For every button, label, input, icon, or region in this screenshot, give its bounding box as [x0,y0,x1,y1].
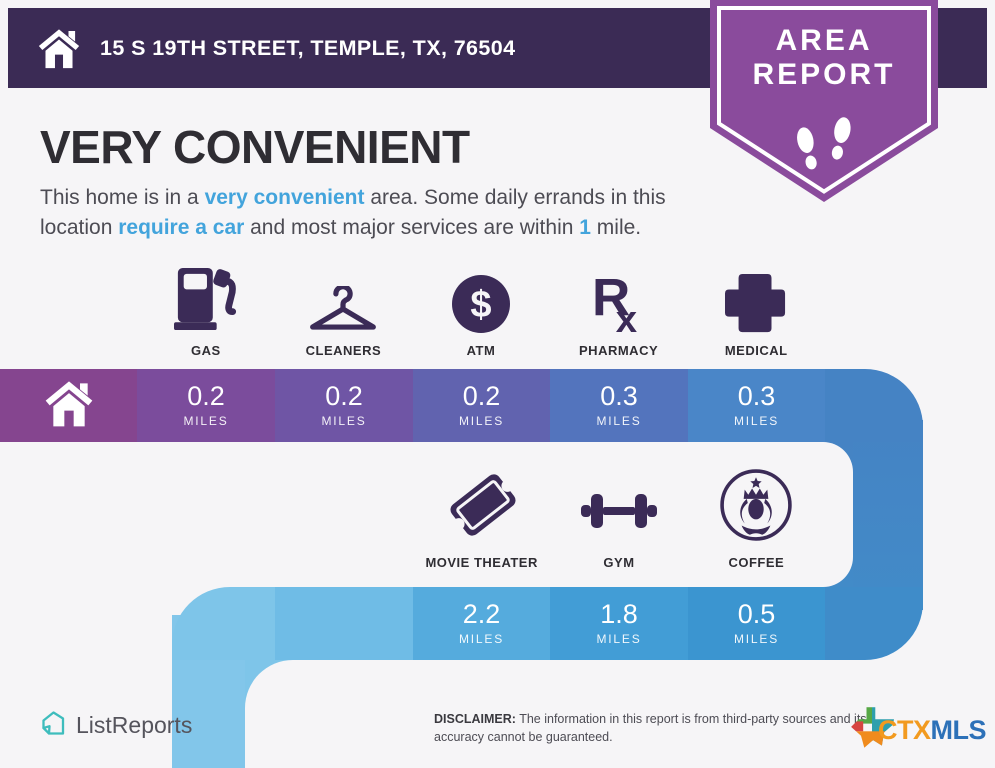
summary-text: and most major services are within [244,215,580,239]
medical-cross-icon [725,254,787,334]
hanger-icon [307,254,379,334]
amenity-label: GYM [603,555,635,570]
distance-cell-atm: 0.2 MILES [413,369,550,442]
amenity-label: ATM [466,343,496,358]
disclaimer-label: DISCLAIMER: [434,712,516,726]
distance-unit: MILES [458,632,504,646]
svg-text:x: x [616,298,638,334]
summary-highlight: require a car [118,215,245,239]
amenity-gas: GAS [137,254,275,358]
amenity-label: COFFEE [728,555,785,570]
amenity-gym: GYM [550,450,687,570]
road-notch-left [245,660,377,768]
distance-unit: MILES [733,414,779,428]
distance-value: 1.8 [600,599,638,629]
disclaimer: DISCLAIMER: The information in this repo… [434,711,916,746]
road-vertical-right [853,420,923,610]
distance-value: 0.3 [600,381,638,411]
amenity-row-2: MOVIE THEATER GYM [413,450,825,570]
distance-unit: MILES [458,414,504,428]
amenity-movie-theater: MOVIE THEATER [413,450,550,570]
distance-bar-1: 0.2 MILES 0.2 MILES 0.2 MILES 0.3 MILES … [0,369,923,442]
listreports-house-icon [38,708,68,743]
road-corner-top-right [825,369,923,442]
summary-text: This home is in a [40,186,205,209]
texas-shape-icon [850,706,894,755]
badge-line-1: AREA [775,24,873,57]
distance-bar-2: 2.2 MILES 1.8 MILES 0.5 MILES [172,587,923,660]
disclaimer-text: The information in this report is from t… [434,712,867,744]
distance-cell-gym: 1.8 MILES [550,587,688,660]
amenity-label: PHARMACY [579,343,659,358]
summary-highlight: 1 [579,215,591,239]
amenity-label: MEDICAL [724,343,788,358]
ctx-wordmark: CTX [878,715,931,745]
distance-cell-cleaners: 0.2 MILES [275,369,413,442]
distance-unit: MILES [183,414,229,428]
gas-pump-icon [173,254,238,334]
summary-text: area. Some daily errands in this locatio… [40,186,666,239]
amenity-atm: $ ATM [412,254,550,358]
road-corner-bottom-right [825,587,923,660]
amenity-label: MOVIE THEATER [425,555,538,570]
distance-cell-gas: 0.2 MILES [137,369,275,442]
distance-unit: MILES [321,414,367,428]
amenity-label: GAS [190,343,221,358]
ctxmls-logo: CTX MLS [850,706,986,755]
amenity-coffee: COFFEE [688,450,825,570]
amenity-cleaners: CLEANERS [275,254,413,358]
distance-value: 2.2 [462,599,501,629]
distance-unit: MILES [596,414,642,428]
amenity-pharmacy: R x PHARMACY [550,254,688,358]
home-icon [36,26,82,70]
amenity-row-1: GAS CLEANERS $ ATM [137,254,825,358]
home-icon [42,378,96,433]
distance-value: 0.2 [462,381,501,411]
summary-text: mile. [590,215,642,239]
distance-cell-movie-theater: 2.2 MILES [413,587,550,660]
amenity-medical: MEDICAL [687,254,825,358]
summary-paragraph: This home is in a very convenient area. … [40,183,716,243]
badge-title: AREA REPORT [710,24,938,91]
distance-cell-coffee: 0.5 MILES [688,587,825,660]
footprints-icon [797,117,851,170]
dollar-circle-icon: $ [451,254,511,334]
svg-text:$: $ [470,284,491,326]
listreports-logo: ListReports [38,708,192,743]
dumbbell-icon [579,450,659,546]
property-address: 15 S 19TH STREET, TEMPLE, TX, 76504 [100,35,516,60]
ticket-icon [440,450,524,546]
listreports-wordmark: ListReports [76,712,193,738]
distance-value: 0.5 [737,599,776,629]
distance-cell-medical: 0.3 MILES [688,369,825,442]
starbucks-siren-icon [719,450,793,546]
road-corner-top-left [172,587,275,660]
mls-wordmark: MLS [930,715,987,745]
distance-unit: MILES [596,632,642,646]
summary-highlight: very convenient [204,186,365,209]
distance-value: 0.2 [325,381,363,411]
badge-line-2: REPORT [752,57,896,91]
svg-text:R: R [592,270,630,328]
amenity-label: CLEANERS [305,343,382,358]
page-title: VERY CONVENIENT [40,121,470,173]
distance-value: 0.2 [187,381,225,411]
distance-cell-pharmacy: 0.3 MILES [550,369,688,442]
home-marker-cell [0,369,137,442]
rx-icon: R x [590,254,647,334]
distance-value: 0.3 [737,381,776,411]
area-report-badge [710,0,938,212]
road-segment-plain [275,587,413,660]
distance-unit: MILES [733,632,779,646]
